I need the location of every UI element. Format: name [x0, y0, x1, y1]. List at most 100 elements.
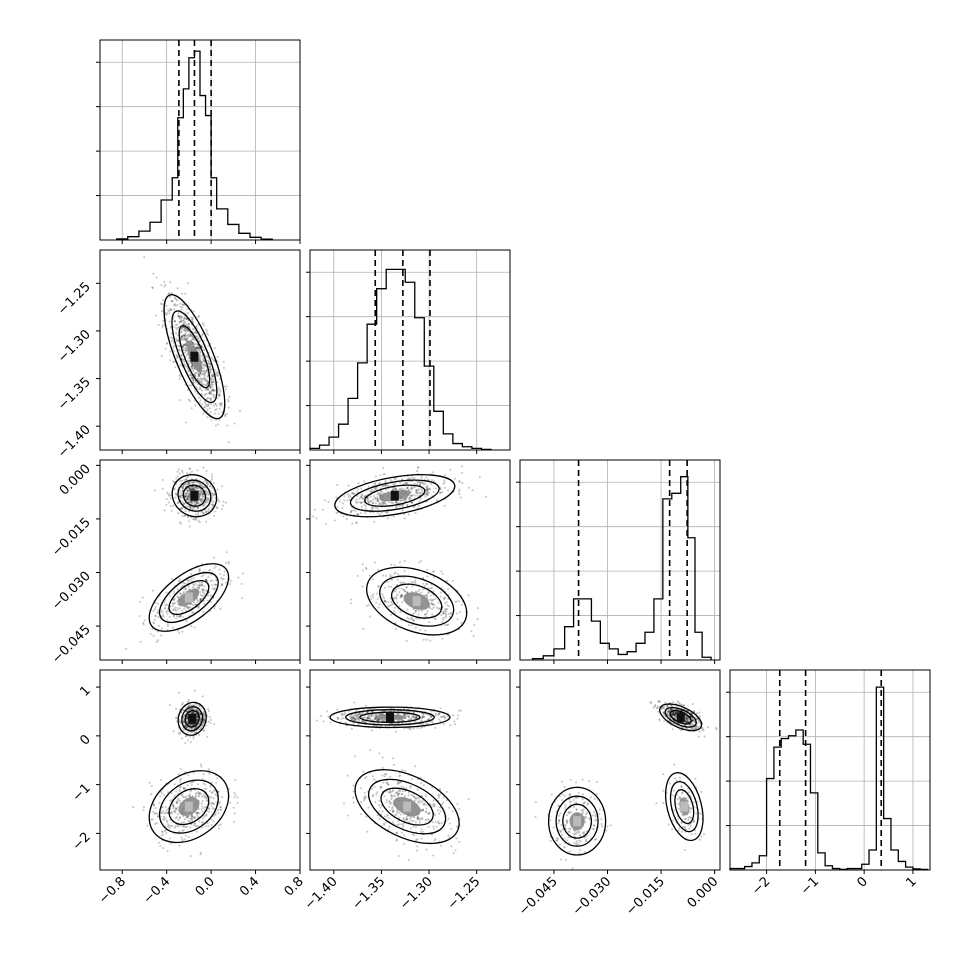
sample-point	[200, 379, 203, 382]
sample-point	[190, 384, 193, 387]
sample-point	[356, 488, 360, 491]
sample-point	[178, 607, 182, 610]
sample-point	[174, 717, 177, 720]
sample-point	[165, 591, 168, 594]
sample-point	[384, 600, 387, 603]
sample-point	[409, 718, 412, 721]
sample-point	[204, 509, 207, 512]
sample-point	[392, 809, 395, 812]
sample-point	[159, 302, 163, 305]
density-contour	[177, 701, 207, 736]
sample-point	[382, 574, 385, 577]
sample-point	[215, 781, 218, 784]
sample-point	[142, 621, 145, 625]
sample-point	[156, 815, 159, 818]
sample-point	[426, 494, 429, 497]
sample-point	[698, 711, 701, 714]
sample-point	[376, 507, 379, 510]
sample-point	[160, 303, 164, 306]
sample-point	[170, 577, 174, 580]
sample-point	[181, 507, 184, 510]
sample-point	[170, 299, 173, 302]
sample-point	[199, 763, 203, 766]
scatter-panel-0-1	[99, 249, 301, 451]
sample-point	[200, 491, 203, 494]
sample-point	[371, 506, 374, 509]
sample-point	[180, 496, 183, 499]
sample-point	[343, 495, 346, 498]
sample-point	[199, 372, 202, 375]
sample-point	[216, 809, 220, 812]
sample-point	[206, 500, 209, 503]
sample-point	[437, 712, 440, 715]
sample-point	[204, 393, 207, 396]
sample-point	[183, 326, 186, 329]
sample-point	[188, 384, 191, 387]
sample-point	[181, 335, 184, 338]
sample-point	[413, 796, 416, 799]
sample-point	[425, 722, 428, 725]
sample-point	[175, 493, 178, 496]
sample-point	[163, 607, 166, 610]
sample-point	[199, 488, 202, 491]
sample-point	[400, 595, 403, 598]
sample-point	[220, 582, 223, 585]
sample-point	[696, 727, 699, 730]
sample-point	[203, 787, 206, 791]
sample-point	[205, 520, 208, 523]
sample-point	[213, 789, 216, 792]
sample-point	[395, 838, 399, 841]
sample-point	[412, 715, 415, 718]
sample-point	[352, 801, 355, 804]
sample-point	[200, 793, 203, 796]
sample-point	[416, 726, 419, 729]
sample-point	[420, 801, 423, 804]
sample-point	[352, 509, 355, 512]
sample-point	[196, 606, 199, 609]
sample-point	[177, 596, 180, 599]
sample-point	[419, 628, 422, 631]
sample-point	[190, 376, 193, 379]
sample-point	[684, 720, 687, 723]
sample-point	[445, 608, 448, 611]
sample-point	[164, 283, 167, 287]
sample-point	[190, 577, 193, 580]
sample-point	[202, 729, 205, 732]
sample-point	[390, 793, 393, 797]
sample-point	[395, 831, 398, 834]
sample-point	[166, 624, 169, 628]
sample-point	[182, 718, 185, 721]
sample-point	[685, 720, 688, 723]
sample-point	[212, 556, 216, 559]
sample-point	[458, 840, 461, 843]
sample-point	[165, 819, 168, 822]
sample-point	[183, 334, 186, 337]
sample-point	[182, 328, 185, 331]
sample-point	[192, 310, 195, 313]
density-contour	[177, 479, 212, 512]
sample-point	[163, 280, 166, 283]
sample-point	[445, 799, 448, 802]
sample-point	[213, 492, 216, 495]
sample-point	[352, 716, 355, 720]
sample-point	[197, 373, 200, 376]
sample-point	[416, 489, 419, 492]
density-contour	[171, 310, 218, 404]
panel-frame	[309, 669, 511, 871]
sample-point	[347, 710, 350, 713]
sample-point	[425, 492, 428, 496]
density-contour	[178, 325, 211, 389]
sample-point	[458, 709, 461, 712]
sample-point	[187, 794, 190, 797]
sample-point	[179, 331, 183, 334]
sample-point	[396, 781, 399, 784]
sample-point	[185, 493, 188, 496]
sample-point	[186, 816, 190, 819]
sample-point	[382, 595, 385, 598]
sample-point	[181, 592, 185, 595]
sample-point	[184, 347, 187, 350]
sample-point	[210, 818, 213, 821]
sample-point	[423, 803, 426, 806]
sample-point	[188, 488, 191, 491]
sample-point	[426, 491, 429, 494]
